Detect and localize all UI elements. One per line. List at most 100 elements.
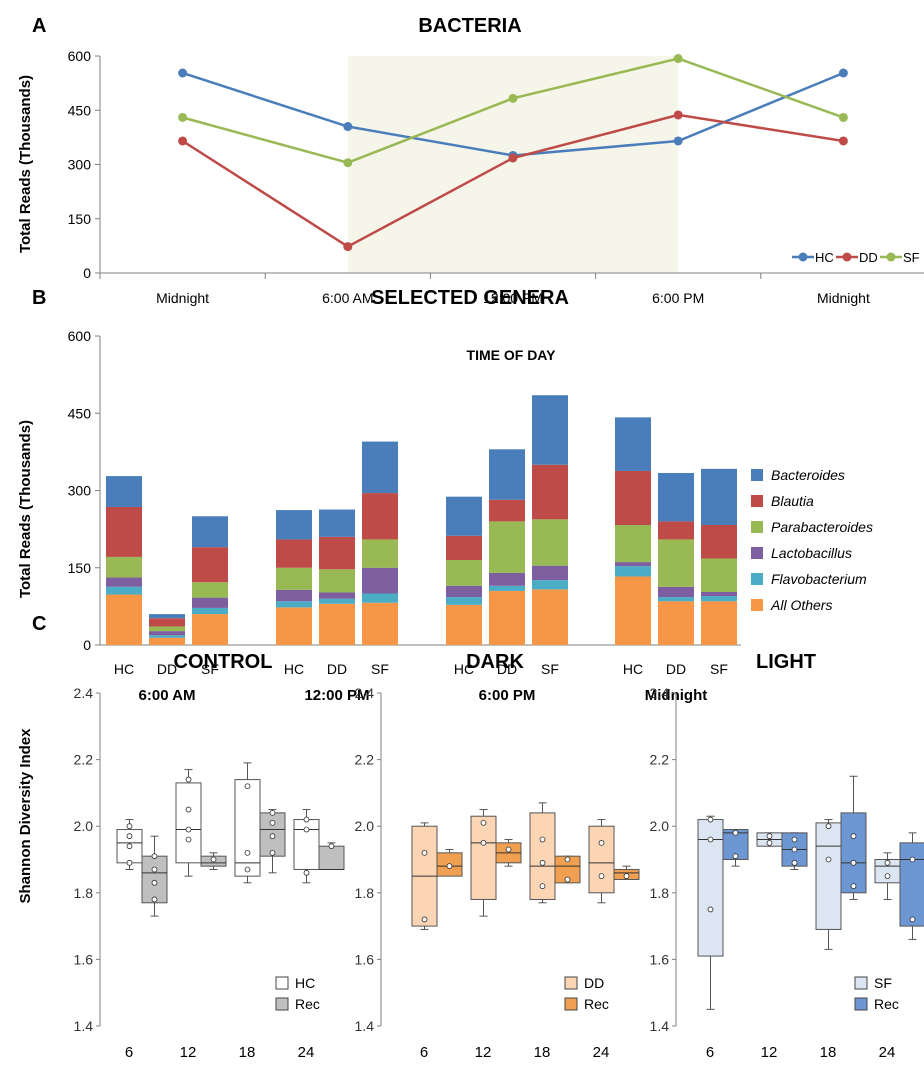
bar-segment-bacteroides [615,417,651,471]
box-data-point [766,839,773,846]
legend-entry-hc: HC [275,975,315,991]
legend-entry-lactobacillus: Lactobacillus [751,545,852,561]
bar-segment-all-others [532,589,568,645]
legend-label-rec: Rec [584,996,609,1012]
box-data-point [850,883,857,890]
data-point-sf [343,158,353,168]
legend-entry-rec: Rec [564,996,609,1012]
bar-segment-all-others [319,603,355,645]
bar-label: HC [284,661,304,677]
bar-segment-flavobacterium [276,601,312,608]
box-data-point [421,849,428,856]
bar-segment-parabacteroides [106,556,142,578]
box-data-point [185,836,192,843]
legend-label-all-others: All Others [770,597,832,613]
bar-segment-flavobacterium [615,566,651,577]
box-data-point [707,836,714,843]
chart-a-ytick-label: 0 [83,265,91,281]
box-hc-6 [116,819,143,870]
chart-a-ytick-label: 600 [68,48,92,64]
chart-b-ytick-label: 300 [68,483,92,499]
bar-segment-lactobacillus [489,572,525,586]
bar-segment-all-others [149,637,185,645]
box-subplot-light: 1.4 1.6 1.8 2.0 2.2 2.4 6 12 18 24 SF Rec [650,685,924,1061]
legend-entry-rec: Rec [854,996,899,1012]
box-xtick-label: 12 [475,1044,492,1061]
legend-entry-all-others: All Others [751,597,832,613]
box-rec-18 [554,855,581,884]
box-data-point [185,826,192,833]
bar-segment-parabacteroides [362,539,398,568]
legend-entry-hc: HC [792,250,834,265]
bar-segment-bacteroides [192,516,228,548]
bar-label: HC [454,661,474,677]
box-data-point [126,823,133,830]
bar-label: SF [201,661,219,677]
box-dd-6 [411,822,438,930]
legend-marker-hc [798,252,808,262]
box-rec-6 [141,835,168,917]
bar-segment-bacteroides [106,476,142,507]
box-body [899,842,924,927]
box-ytick-label: 2.2 [650,752,670,768]
panel-letter-c: C [32,613,46,635]
box-rec-12 [781,832,808,870]
data-point-dd [838,136,848,146]
box-data-point [884,859,891,866]
chart-a-title: BACTERIA [418,15,521,37]
box-data-point [269,849,276,856]
data-point-sf [838,112,848,122]
chart-b-ytick-label: 600 [68,328,92,344]
bar-segment-parabacteroides [701,558,737,592]
bar-label: DD [327,661,347,677]
box-hc-24 [293,809,320,884]
bar-segment-lactobacillus [149,631,185,636]
box-body [175,782,202,864]
box-data-point [244,866,251,873]
data-point-sf [508,93,518,103]
legend-label-hc: HC [295,975,315,991]
bar-segment-blautia [319,536,355,570]
box-xtick-label: 6 [420,1044,428,1061]
box-data-point [825,856,832,863]
bar-segment-blautia [192,547,228,583]
chart-c1-title: CONTROL [174,651,273,673]
bar-segment-blautia [106,506,142,557]
bar-segment-lactobacillus [658,586,694,598]
box-rec-18 [259,809,286,874]
bar-segment-blautia [362,493,398,540]
box-ytick-label: 2.2 [74,752,94,768]
bar-segment-bacteroides [701,468,737,526]
data-point-dd [673,110,683,120]
legend-label-blautia: Blautia [771,493,814,509]
box-ytick-label: 1.6 [74,951,94,967]
box-rec-24 [899,832,924,940]
chart-a-xtick-label: 6:00 PM [652,290,704,306]
bar-segment-blautia [701,525,737,559]
data-point-hc [838,68,848,78]
box-body [588,825,615,894]
box-xtick-label: 24 [593,1044,610,1061]
box-xtick-label: 6 [706,1044,714,1061]
legend-label-parabacteroides: Parabacteroides [771,519,873,535]
box-hc-12 [175,769,202,877]
box-rec-24 [318,842,345,870]
box-xtick-label: 6 [125,1044,133,1061]
box-data-point [791,859,798,866]
box-data-point [564,876,571,883]
box-data-point [303,826,310,833]
chart-b-ytick-label: 150 [68,560,92,576]
bar-segment-blautia [446,535,482,561]
shaded-daytime-region [347,56,679,273]
bar-group-label: 6:00 PM [479,687,536,704]
chart-a-xlabel: TIME OF DAY [467,347,557,363]
legend-swatch-dd [564,976,578,990]
bar-segment-blautia [489,499,525,522]
box-body [840,812,867,894]
legend-label-hc: HC [815,250,834,265]
box-data-point [480,839,487,846]
legend-swatch-parabacteroides [751,521,763,533]
chart-b-ytick-label: 0 [83,637,91,653]
bar-label: DD [157,661,177,677]
bar-segment-parabacteroides [446,560,482,586]
